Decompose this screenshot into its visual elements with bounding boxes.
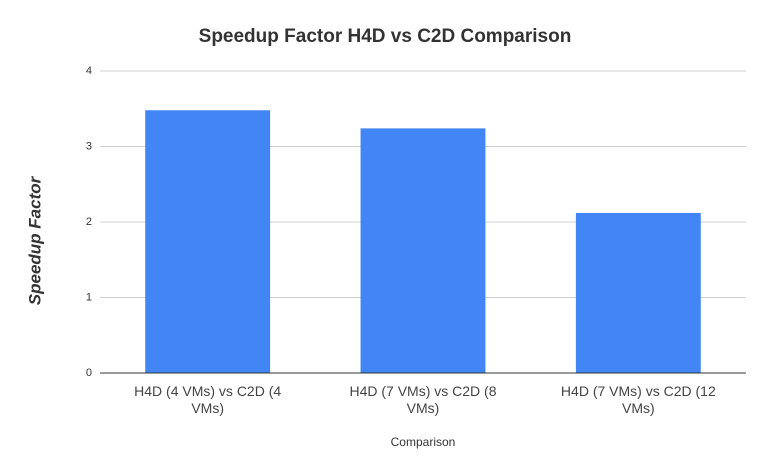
y-tick-label: 4 [86, 65, 92, 77]
bar [360, 128, 486, 373]
y-axis-title: Speedup Factor [25, 175, 44, 305]
x-tick-label: H4D (7 VMs) vs C2D (12 VMs) [560, 383, 716, 416]
x-tick-label: H4D (4 VMs) vs C2D (4 VMs) [134, 383, 282, 416]
y-tick-label: 0 [86, 367, 92, 379]
bar [575, 212, 701, 373]
y-tick-label: 3 [86, 140, 92, 152]
y-tick-label: 2 [86, 216, 92, 228]
x-axis-title: Comparison [391, 435, 456, 449]
chart-title: Speedup Factor H4D vs C2D Comparison [199, 26, 572, 47]
bar [145, 110, 271, 373]
x-tick-label: H4D (7 VMs) vs C2D (8 VMs) [349, 383, 497, 416]
y-tick-label: 1 [86, 291, 92, 303]
